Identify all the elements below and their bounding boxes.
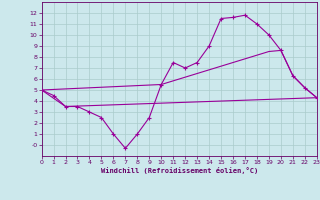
X-axis label: Windchill (Refroidissement éolien,°C): Windchill (Refroidissement éolien,°C) bbox=[100, 167, 258, 174]
